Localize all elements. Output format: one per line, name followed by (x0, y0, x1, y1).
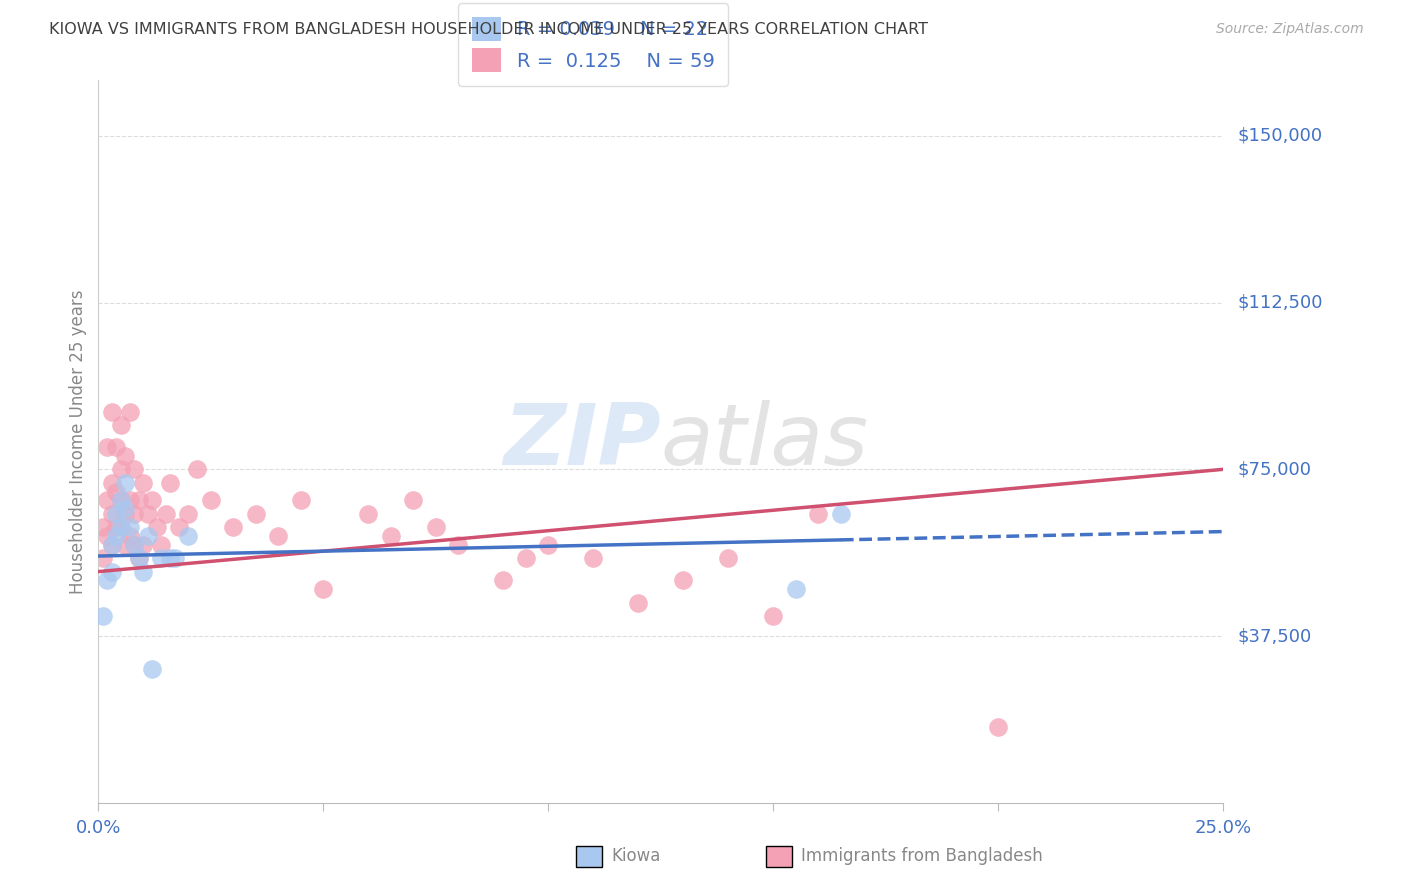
Point (163, 551, 186, 566)
Point (169, 520, 191, 534)
Point (267, 529, 290, 543)
Point (124, 538, 146, 552)
Point (136, 529, 159, 543)
Point (492, 574, 515, 588)
Point (380, 529, 402, 543)
Point (96, 574, 118, 588)
Point (101, 538, 124, 552)
Text: $112,500: $112,500 (1237, 293, 1323, 311)
Text: Immigrants from Bangladesh: Immigrants from Bangladesh (801, 847, 1043, 865)
Point (128, 493, 150, 508)
Point (101, 538, 124, 552)
Point (357, 507, 380, 521)
Point (402, 493, 425, 508)
Text: $75,000: $75,000 (1237, 460, 1312, 478)
Point (110, 520, 132, 534)
Point (515, 551, 537, 566)
Point (807, 507, 830, 521)
Point (118, 520, 141, 534)
Point (582, 551, 605, 566)
Point (177, 507, 200, 521)
Point (105, 520, 128, 534)
Point (290, 493, 312, 508)
Point (91, 520, 114, 534)
Point (91, 609, 114, 624)
Text: 25.0%: 25.0% (1195, 820, 1251, 838)
Point (155, 507, 177, 521)
Point (222, 520, 245, 534)
Text: 0.0%: 0.0% (76, 820, 121, 838)
Point (114, 449, 136, 463)
Point (762, 609, 785, 624)
Y-axis label: Householder Income Under 25 years: Householder Income Under 25 years (69, 289, 87, 594)
Text: ZIP: ZIP (503, 400, 661, 483)
Point (128, 551, 150, 566)
Point (146, 520, 169, 534)
Point (105, 440, 128, 454)
Point (132, 475, 155, 490)
Point (91, 551, 114, 566)
Point (105, 484, 128, 499)
Point (105, 529, 128, 543)
Point (830, 507, 852, 521)
Point (114, 475, 136, 490)
Text: Kiowa: Kiowa (612, 847, 661, 865)
Text: Source: ZipAtlas.com: Source: ZipAtlas.com (1216, 22, 1364, 37)
Point (124, 507, 146, 521)
Point (186, 462, 208, 476)
Point (132, 565, 155, 579)
Point (110, 462, 132, 476)
Point (150, 551, 173, 566)
Point (114, 538, 136, 552)
Point (110, 417, 132, 432)
Point (118, 404, 141, 418)
Point (101, 565, 124, 579)
Text: KIOWA VS IMMIGRANTS FROM BANGLADESH HOUSEHOLDER INCOME UNDER 25 YEARS CORRELATIO: KIOWA VS IMMIGRANTS FROM BANGLADESH HOUS… (49, 22, 928, 37)
Point (159, 475, 181, 490)
Point (110, 520, 132, 534)
Point (425, 520, 447, 534)
Point (200, 493, 222, 508)
Text: $150,000: $150,000 (1237, 127, 1322, 145)
Point (987, 720, 1010, 734)
Point (101, 475, 124, 490)
Point (128, 551, 150, 566)
Point (177, 529, 200, 543)
Point (312, 582, 335, 597)
Point (110, 493, 132, 508)
Point (537, 538, 560, 552)
Point (159, 551, 181, 566)
Point (96, 529, 118, 543)
Text: atlas: atlas (661, 400, 869, 483)
Point (124, 538, 146, 552)
Point (136, 507, 159, 521)
Point (245, 507, 267, 521)
Point (96, 493, 118, 508)
Text: $37,500: $37,500 (1237, 627, 1312, 645)
Point (717, 551, 740, 566)
Point (101, 404, 124, 418)
Point (447, 538, 470, 552)
Point (150, 538, 173, 552)
Point (785, 582, 807, 597)
Point (141, 493, 163, 508)
Point (114, 502, 136, 516)
Point (141, 662, 163, 676)
Point (118, 493, 141, 508)
Point (96, 440, 118, 454)
Point (124, 462, 146, 476)
Point (672, 574, 695, 588)
Point (114, 507, 136, 521)
Point (110, 493, 132, 508)
Point (627, 596, 650, 610)
Point (132, 538, 155, 552)
Point (118, 529, 141, 543)
Point (105, 507, 128, 521)
Legend: R = 0.039    N = 22, R =  0.125    N = 59: R = 0.039 N = 22, R = 0.125 N = 59 (458, 4, 728, 86)
Point (101, 507, 124, 521)
